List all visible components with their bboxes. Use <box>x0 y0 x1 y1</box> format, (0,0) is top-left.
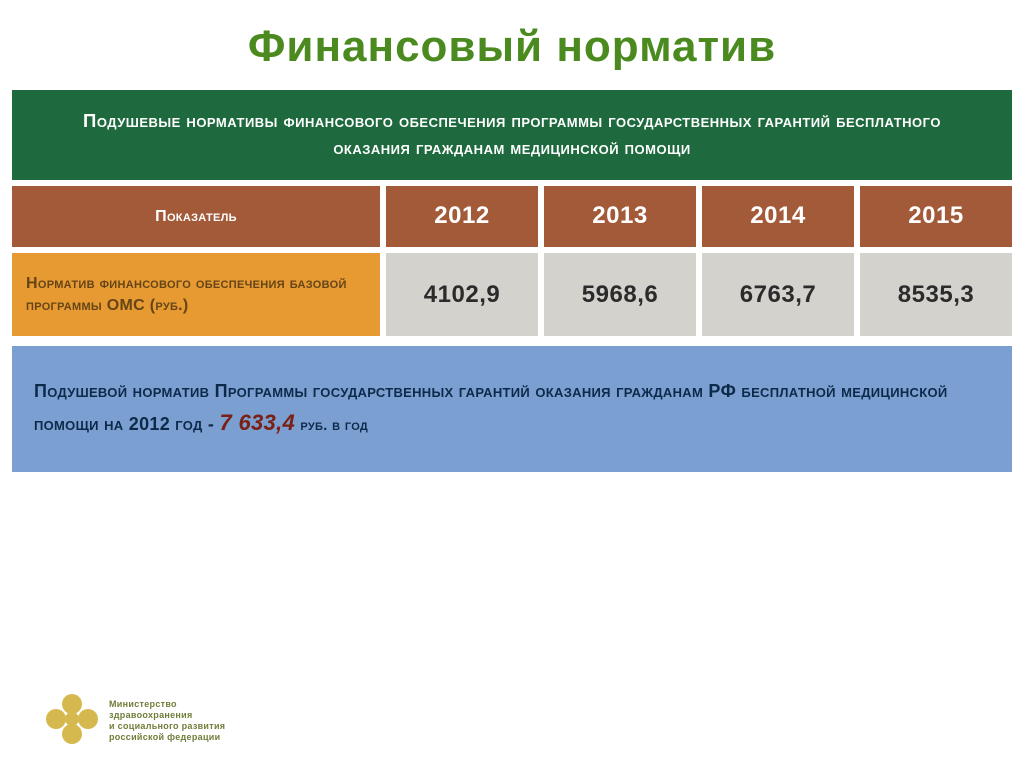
footer-text: Министерство здравоохранения и социально… <box>109 699 225 744</box>
footer-line: здравоохранения <box>109 710 225 721</box>
footer-logo: Министерство здравоохранения и социально… <box>45 694 225 748</box>
footer-line: российской федерации <box>109 732 225 743</box>
footer-line: Министерство <box>109 699 225 710</box>
indicator-label-cell: Показатель <box>12 186 380 248</box>
page-title: Финансовый норматив <box>0 0 1024 90</box>
value-cell: 8535,3 <box>860 253 1012 336</box>
values-row: Норматив финансового обеспечения базовой… <box>12 253 1012 336</box>
year-cell: 2013 <box>544 186 696 248</box>
bottom-tail: руб. в год <box>300 417 368 434</box>
ministry-emblem-icon <box>45 694 99 748</box>
year-cell: 2012 <box>386 186 538 248</box>
bottom-text: Подушевой норматив Программы государстве… <box>34 381 948 434</box>
row-label-cell: Норматив финансового обеспечения базовой… <box>12 253 380 336</box>
year-cell: 2015 <box>860 186 1012 248</box>
footer-line: и социального развития <box>109 721 225 732</box>
content-area: Подушевые нормативы финансового обеспече… <box>12 90 1012 472</box>
indicator-label: Показатель <box>155 206 237 228</box>
row-label: Норматив финансового обеспечения базовой… <box>26 273 366 316</box>
year-cell: 2014 <box>702 186 854 248</box>
bottom-highlight: 7 633,4 <box>220 410 296 435</box>
bottom-block: Подушевой норматив Программы государстве… <box>12 346 1012 472</box>
years-row: Показатель 2012 2013 2014 2015 <box>12 186 1012 248</box>
header-block: Подушевые нормативы финансового обеспече… <box>12 90 1012 180</box>
value-cell: 4102,9 <box>386 253 538 336</box>
value-cell: 5968,6 <box>544 253 696 336</box>
value-cell: 6763,7 <box>702 253 854 336</box>
